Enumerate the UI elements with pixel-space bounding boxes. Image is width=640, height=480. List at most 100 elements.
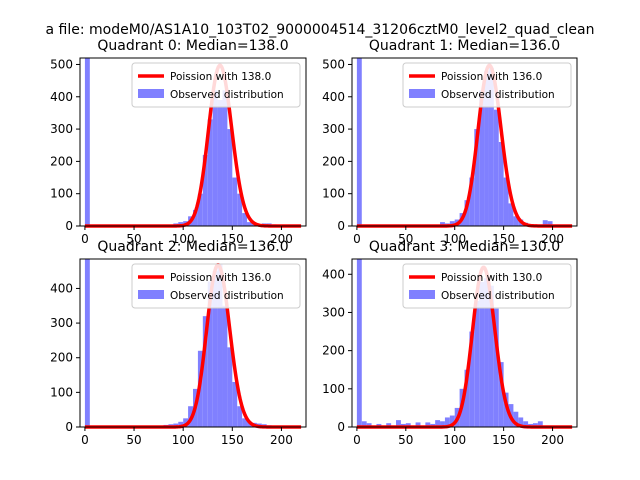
subplot-title: Quadrant 2: Median=136.0: [97, 239, 288, 255]
histogram-bar: [242, 418, 248, 427]
histogram-bar: [227, 347, 233, 427]
legend-box: [402, 263, 572, 309]
legend-observed-swatch: [138, 89, 164, 98]
legend-box: [131, 263, 301, 309]
subplot-title: Quadrant 3: Median=130.0: [369, 239, 560, 255]
y-tick-label: 500: [50, 57, 73, 71]
histogram-bar: [484, 70, 489, 226]
y-tick-label: 300: [322, 122, 345, 136]
legend: Poission with 130.0 Observed distribution: [402, 263, 572, 309]
y-tick-label: 400: [322, 90, 345, 104]
x-tick-label: 0: [81, 433, 89, 447]
histogram-bar: [547, 221, 553, 226]
x-tick-label: 100: [443, 232, 466, 246]
histogram-bar: [464, 369, 470, 427]
histogram-bar: [207, 281, 213, 427]
y-tick-label: 100: [322, 187, 345, 201]
histogram-bar: [503, 177, 509, 226]
legend-observed-label: Observed distribution: [170, 290, 284, 302]
histogram-bar: [356, 58, 362, 226]
histogram-bar: [237, 406, 243, 427]
y-tick-label: 200: [50, 154, 73, 168]
histogram-bar: [237, 193, 243, 226]
y-tick-label: 500: [322, 57, 345, 71]
y-tick-label: 0: [337, 219, 345, 233]
histogram-bar: [469, 177, 475, 226]
histogram-bar: [227, 129, 233, 226]
x-tick-label: 200: [270, 433, 293, 447]
histogram-bar: [435, 420, 441, 427]
legend-box: [131, 62, 301, 108]
histogram-bar: [217, 100, 223, 226]
histogram-bar: [464, 200, 470, 226]
histogram-bar: [493, 308, 499, 427]
histogram-bar: [488, 285, 494, 427]
legend: Poission with 136.0 Observed distribution: [131, 263, 301, 309]
histogram-bar: [242, 213, 248, 226]
legend-observed-swatch: [409, 290, 435, 299]
histogram-bar: [474, 301, 480, 427]
histogram-bar: [479, 90, 485, 226]
x-tick-label: 0: [353, 433, 361, 447]
histogram-bar: [440, 421, 445, 427]
x-tick-label: 200: [541, 433, 564, 447]
histogram-bar: [396, 420, 401, 427]
x-tick-label: 50: [398, 232, 413, 246]
x-tick-label: 50: [126, 232, 141, 246]
y-tick-label: 400: [50, 281, 73, 295]
y-tick-label: 0: [65, 420, 73, 434]
histogram-bar: [425, 422, 431, 427]
subplot-quadrant-2: Quadrant 2: Median=136.0 0 50 100 150 200 0 100…: [50, 239, 307, 447]
histogram-bar: [532, 423, 538, 427]
subplot-quadrant-3: Quadrant 3: Median=130.0 0 50 100 150 200 0 100…: [322, 239, 578, 447]
histogram-bar: [498, 362, 504, 427]
axes-frame: [351, 258, 578, 428]
histogram-bar: [488, 67, 494, 226]
x-tick-label: 150: [492, 232, 515, 246]
x-tick-label: 50: [398, 433, 413, 447]
x-tick-label: 200: [270, 232, 293, 246]
y-tick-label: 100: [50, 385, 73, 399]
histogram-bar: [356, 259, 362, 427]
histogram-bar: [542, 220, 548, 226]
histogram-bar: [222, 305, 228, 427]
histogram-bar: [202, 316, 208, 427]
subplot-title: Quadrant 0: Median=138.0: [97, 38, 288, 54]
y-tick-label: 200: [322, 154, 345, 168]
y-tick-label: 100: [50, 187, 73, 201]
y-tick-label: 300: [50, 122, 73, 136]
subplot-quadrant-0: Quadrant 0: Median=138.0 0 50 100 150 200 0 100…: [50, 38, 307, 246]
histogram-bar: [232, 177, 238, 226]
histogram-bar: [444, 417, 450, 427]
histogram-bar: [493, 109, 499, 226]
histogram-bar: [207, 119, 213, 226]
y-tick-label: 100: [322, 382, 345, 396]
histogram-bar: [193, 209, 198, 226]
legend-observed-swatch: [138, 290, 164, 299]
histogram-bar: [202, 154, 208, 226]
x-tick-label: 150: [221, 232, 244, 246]
y-tick-label: 200: [50, 351, 73, 365]
histogram-bar: [366, 423, 372, 427]
y-tick-label: 300: [50, 316, 73, 330]
y-tick-label: 200: [322, 344, 345, 358]
histogram-bar: [479, 281, 485, 427]
histogram-bar: [178, 421, 184, 427]
figure-suptitle: a file: modeM0/AS1A10_103T02_9000004514_…: [46, 22, 595, 38]
histogram-bar: [523, 421, 529, 427]
legend-observed-label: Observed distribution: [441, 290, 555, 302]
legend-observed-swatch: [409, 89, 435, 98]
histogram-bar: [405, 423, 411, 427]
histogram-bar: [513, 411, 519, 427]
legend: Poission with 136.0 Observed distribution: [402, 62, 572, 108]
histogram-bar: [440, 222, 445, 226]
legend: Poission with 138.0 Observed distribution: [131, 62, 301, 108]
histogram-bar: [449, 221, 455, 226]
legend-observed-label: Observed distribution: [170, 89, 284, 101]
x-tick-label: 150: [492, 433, 515, 447]
histogram-bar: [415, 422, 421, 427]
x-tick-label: 0: [81, 232, 89, 246]
legend-observed-label: Observed distribution: [441, 89, 555, 101]
histogram-bar: [222, 90, 228, 226]
